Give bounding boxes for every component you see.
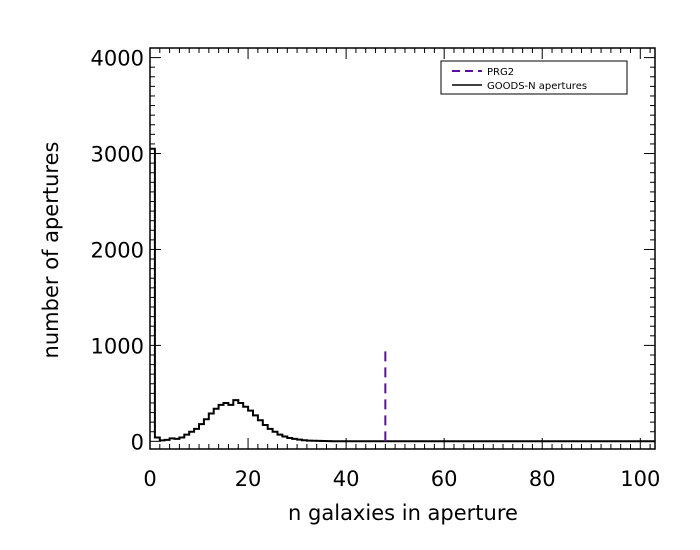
plot-frame <box>149 47 656 450</box>
x-axis-title: n galaxies in aperture <box>288 501 518 525</box>
y-tick-label: 4000 <box>91 47 144 71</box>
legend-label-prg2: PRG2 <box>487 67 514 78</box>
y-tick-label: 2000 <box>91 238 144 262</box>
goods-n-histogram-line <box>150 147 655 443</box>
legend-box <box>440 60 628 95</box>
plot-area <box>150 147 655 443</box>
y-tick-label: 1000 <box>91 334 144 358</box>
y-tick-label: 3000 <box>91 143 144 167</box>
x-tick-label: 20 <box>235 467 262 491</box>
x-tick-label: 80 <box>529 467 556 491</box>
x-tick-label: 100 <box>620 467 660 491</box>
y-axis-title: number of apertures <box>39 142 63 359</box>
y-tick-label: 0 <box>131 430 144 454</box>
legend: PRG2 GOODS-N apertures <box>440 60 628 95</box>
axis-ticks <box>149 47 655 449</box>
x-tick-label: 40 <box>333 467 360 491</box>
x-tick-label: 0 <box>143 467 156 491</box>
x-tick-label: 60 <box>431 467 458 491</box>
legend-label-goods-n: GOODS-N apertures <box>487 81 587 92</box>
